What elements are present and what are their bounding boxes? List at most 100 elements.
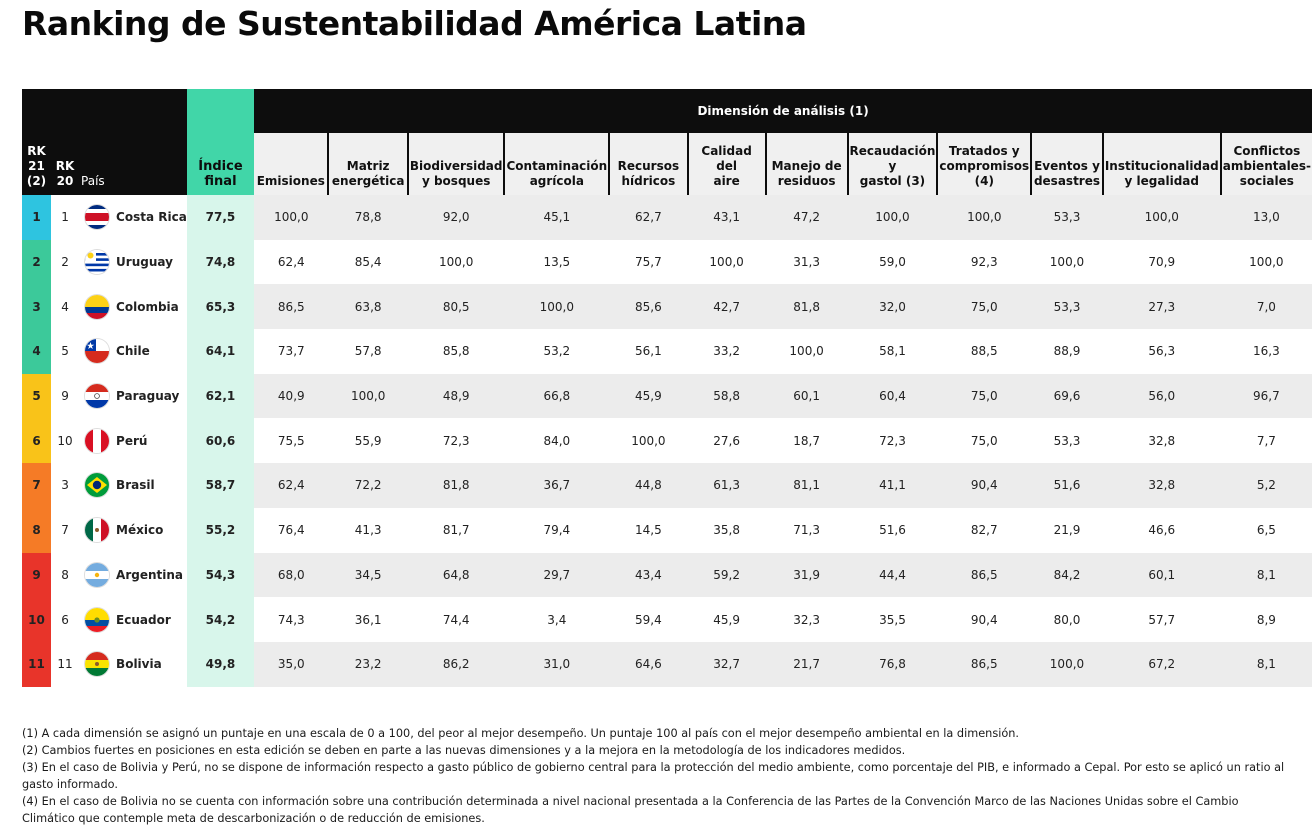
header-dimension-col: Manejo de residuos <box>764 133 848 195</box>
dimension-value-cell: 74,4 <box>407 597 505 642</box>
dimension-value-cell: 51,6 <box>1031 463 1103 508</box>
footnote-3: (3) En el caso de Bolivia y Perú, no se … <box>22 761 1285 791</box>
dimension-value-cell: 80,0 <box>1031 597 1103 642</box>
dimension-value-cell: 69,6 <box>1031 373 1103 419</box>
header-dimension-line: agrícola <box>529 174 584 188</box>
header-dimension-col: Matriz energética <box>327 133 408 195</box>
country-name: Paraguay <box>116 389 180 404</box>
country-cell: Paraguay <box>79 373 187 419</box>
country-name: Argentina <box>116 567 184 582</box>
header-rk20: RK 20 <box>51 89 80 195</box>
header-dimension-col: Institucionalidad y legalidad <box>1101 133 1221 195</box>
dimension-value-cell: 7,0 <box>1220 284 1312 330</box>
dimension-value-cell: 90,4 <box>937 463 1032 508</box>
dimension-value-cell: 44,4 <box>847 552 938 598</box>
rank-2020-cell: 11 <box>51 641 80 687</box>
paraguay-flag-icon <box>85 384 110 409</box>
dimension-value-cell: 100,0 <box>1031 641 1103 687</box>
dimension-value-cell: 51,6 <box>847 507 938 553</box>
header-dimension-line: Emisiones <box>256 174 325 188</box>
rank-2021-cell: 5 <box>22 373 51 419</box>
rank-2020-cell: 7 <box>51 507 80 553</box>
dimension-value-cell: 62,4 <box>254 463 329 508</box>
header-dimension-line: energética <box>331 174 405 188</box>
dimension-value-cell: 6,5 <box>1220 507 1312 553</box>
dimension-value-cell: 85,4 <box>328 239 408 285</box>
dimension-value-cell: 100,0 <box>1031 239 1103 285</box>
dimension-value-cell: 23,2 <box>328 641 408 687</box>
dimension-value-cell: 48,9 <box>407 373 505 419</box>
dimension-value-cell: 71,3 <box>765 507 848 553</box>
dimension-value-cell: 21,7 <box>765 641 848 687</box>
dimension-value-cell: 45,1 <box>504 195 610 240</box>
dimension-value-cell: 92,3 <box>937 239 1032 285</box>
dimension-value-cell: 53,3 <box>1031 195 1103 240</box>
rank-2021-cell: 7 <box>22 463 51 508</box>
dimension-value-cell: 27,3 <box>1102 284 1221 330</box>
header-rk21: RK 21 (2) <box>22 89 51 195</box>
dimension-value-cell: 35,8 <box>687 507 766 553</box>
country-cell: Perú <box>79 418 187 464</box>
indice-final-cell: 77,5 <box>186 195 255 240</box>
indice-final-cell: 64,1 <box>186 329 255 374</box>
rank-2021-cell: 3 <box>22 284 51 330</box>
indice-final-cell: 62,1 <box>186 373 255 419</box>
dimension-value-cell: 29,7 <box>504 552 610 598</box>
indice-final-cell: 60,6 <box>186 418 255 464</box>
header-dimension-line: hídricos <box>621 174 676 188</box>
dimension-value-cell: 56,3 <box>1102 329 1221 374</box>
dimension-value-cell: 62,4 <box>254 239 329 285</box>
header-dimension-col: Recursos hídricos <box>608 133 688 195</box>
dimension-value-cell: 31,9 <box>765 552 848 598</box>
dimension-value-cell: 14,5 <box>609 507 688 553</box>
dimension-value-cell: 92,0 <box>407 195 505 240</box>
header-dimension-line: Institucionalidad <box>1104 159 1219 173</box>
dimension-value-cell: 58,8 <box>687 373 766 419</box>
mexico-flag-icon <box>85 518 110 543</box>
rank-2021-cell: 11 <box>22 641 51 687</box>
header-dimension-line: Biodiversidad <box>409 159 503 173</box>
header-dimension-line: Eventos y <box>1034 159 1100 173</box>
country-name: México <box>116 523 164 538</box>
dimension-value-cell: 100,0 <box>1220 239 1312 285</box>
dimension-value-cell: 67,2 <box>1102 641 1221 687</box>
table-row: 3 4 Colombia 65,3 86,5 63,8 80,5 100,0 85,6 42,7 8… <box>22 284 1312 330</box>
dimension-value-cell: 73,7 <box>254 329 329 374</box>
dimension-value-cell: 36,1 <box>328 597 408 642</box>
header-dimension-line: Conflictos <box>1233 144 1301 158</box>
rank-2021-cell: 2 <box>22 239 51 285</box>
dimension-value-cell: 80,5 <box>407 284 505 330</box>
dimension-value-cell: 90,4 <box>937 597 1032 642</box>
header-dimension: Dimensión de análisis (1) <box>254 89 1312 133</box>
ranking-table: RK 21 (2) RK 20 País Índice final Dimensión… <box>22 89 1312 687</box>
table-row: 1 1 Costa Rica 77,5 100,0 78,8 92,0 45,1 62,7 43,… <box>22 195 1312 240</box>
header-dimension-line: y bosques <box>421 174 491 188</box>
dimension-value-cell: 32,8 <box>1102 418 1221 464</box>
dimension-value-cell: 53,3 <box>1031 284 1103 330</box>
country-cell: Chile <box>79 329 187 374</box>
header-dimension-line: Manejo de <box>771 159 842 173</box>
dimension-value-cell: 85,8 <box>407 329 505 374</box>
header-rk20-line: 20 <box>56 174 74 188</box>
dimension-value-cell: 100,0 <box>504 284 610 330</box>
dimension-value-cell: 44,8 <box>609 463 688 508</box>
rank-2021-cell: 1 <box>22 195 51 240</box>
country-cell: México <box>79 507 187 553</box>
table-row: 6 10 Perú 60,6 75,5 55,9 72,3 84,0 100,0 27,6 18,7… <box>22 418 1312 464</box>
dimension-value-cell: 31,3 <box>765 239 848 285</box>
dimension-value-cell: 60,4 <box>847 373 938 419</box>
rank-2021-cell: 10 <box>22 597 51 642</box>
rank-2020-cell: 2 <box>51 239 80 285</box>
dimension-value-cell: 53,3 <box>1031 418 1103 464</box>
dimension-value-cell: 13,0 <box>1220 195 1312 240</box>
dimension-value-cell: 76,4 <box>254 507 329 553</box>
country-name: Chile <box>116 344 150 359</box>
dimension-value-cell: 16,3 <box>1220 329 1312 374</box>
dimension-value-cell: 7,7 <box>1220 418 1312 464</box>
dimension-value-cell: 84,2 <box>1031 552 1103 598</box>
dimension-value-cell: 88,9 <box>1031 329 1103 374</box>
header-dimension-col: Recaudación y gastol (3) <box>846 133 938 195</box>
dimension-value-cell: 70,9 <box>1102 239 1221 285</box>
rank-2021-cell: 6 <box>22 418 51 464</box>
header-dimension-line: Matriz <box>346 159 390 173</box>
